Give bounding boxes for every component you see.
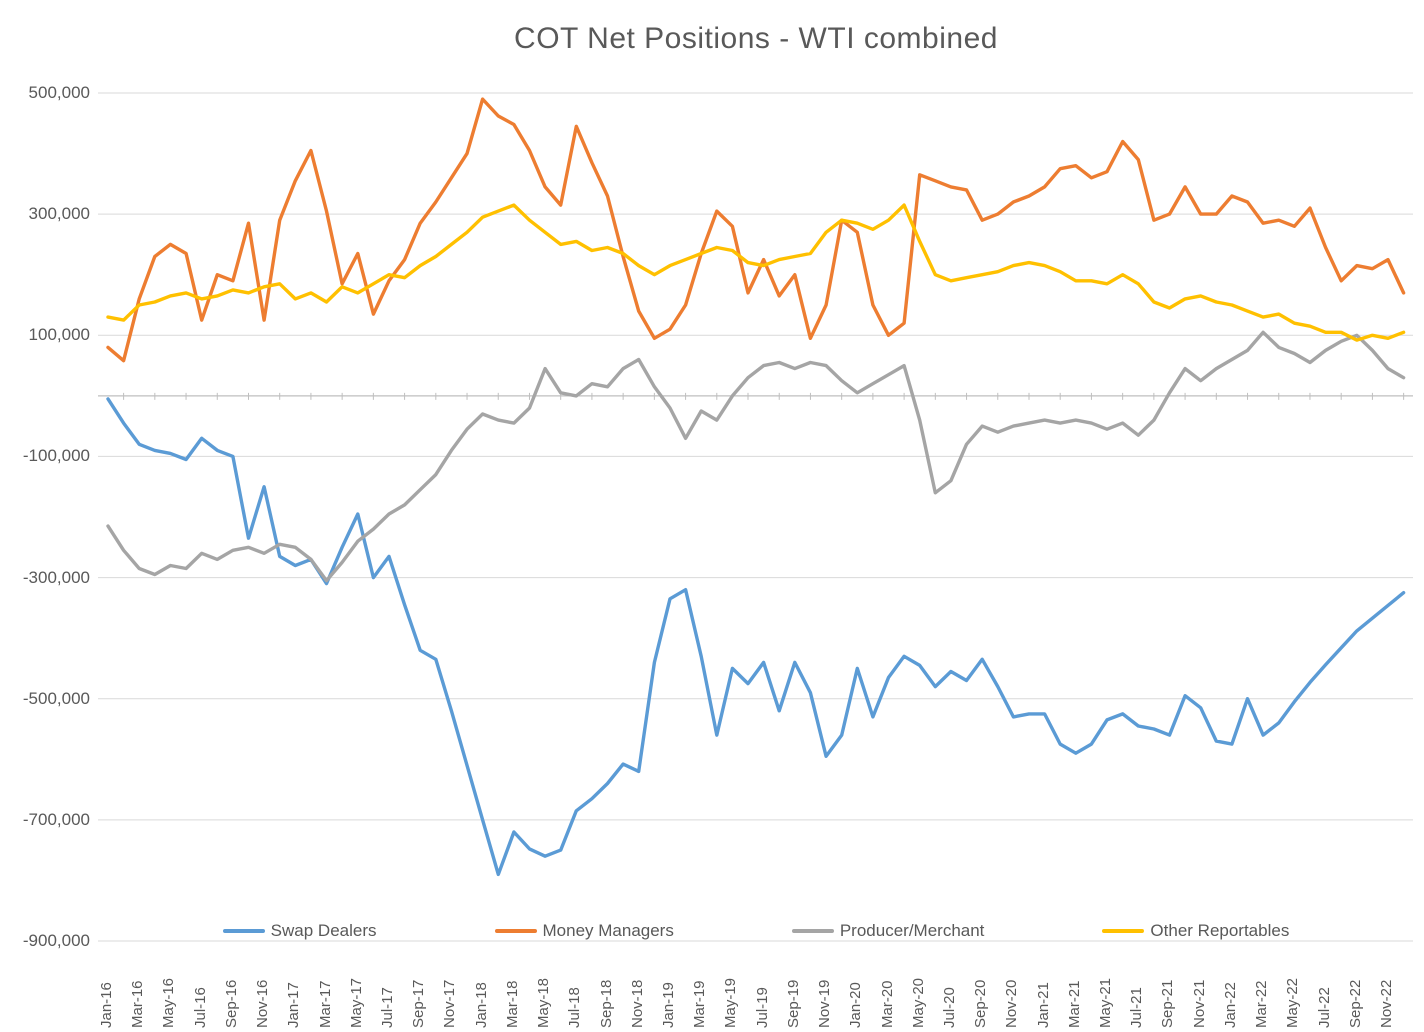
x-axis-tick-label: Sep-22 [1346,979,1364,1028]
x-axis-tick-label: Nov-21 [1190,979,1208,1028]
x-axis-tick-label: Sep-19 [784,979,802,1028]
legend-item-other-reportables: Other Reportables [1102,921,1289,941]
x-axis-tick-label: Mar-22 [1253,980,1271,1028]
x-axis-tick-label: Sep-17 [410,979,428,1028]
x-axis-tick-label: Mar-19 [691,980,709,1028]
x-axis-tick-label: Jul-21 [1128,987,1146,1028]
y-axis-tick-label: -500,000 [22,688,90,708]
legend-line-marker [791,928,834,934]
x-axis-tick-label: Jul-19 [753,987,771,1028]
legend-label: Money Managers [542,921,674,940]
x-axis-tick-label: Mar-20 [878,980,896,1028]
x-axis-tick-label: Jan-19 [659,982,677,1028]
x-axis-tick-label: May-16 [160,977,178,1028]
legend-line-marker [1102,928,1145,934]
x-axis-tick-label: Jul-20 [940,987,958,1028]
x-axis-tick-label: Nov-16 [254,979,272,1028]
y-axis-tick-label: 500,000 [28,83,90,102]
chart-legend: Swap Dealers Money Managers Producer/Merch… [100,921,1412,941]
x-axis-tick-label: Nov-18 [628,979,646,1028]
legend-item-swap-dealers: Swap Dealers [222,921,377,941]
x-axis-tick-label: Jul-17 [378,987,396,1028]
x-axis-tick-label: Jan-18 [472,982,490,1028]
legend-line-marker [222,928,265,934]
x-axis-tick-label: Mar-17 [316,980,334,1028]
x-axis-tick-label: May-21 [1097,977,1115,1028]
x-axis-tick-label: Jan-16 [98,982,115,1028]
legend-label: Other Reportables [1150,921,1290,940]
x-axis-tick-label: Jul-22 [1315,987,1333,1028]
y-axis-tick-label: -700,000 [22,809,90,829]
y-axis-tick-label: 300,000 [28,204,90,224]
series-line-other-reportables [106,203,1406,342]
x-axis-tick-label: Nov-17 [441,979,459,1028]
x-axis-tick-label: Sep-21 [1159,979,1177,1028]
y-axis-tick-label: 100,000 [28,325,90,345]
x-axis-tick-label: Jan-17 [285,982,303,1028]
x-axis-tick-label: May-20 [909,977,927,1028]
series-line-swap-dealers [106,397,1406,877]
legend-item-money-managers: Money Managers [494,921,674,941]
x-axis-tick-label: Nov-19 [816,979,834,1028]
y-axis-tick-label: -300,000 [22,567,90,587]
x-axis-tick-label: Sep-20 [972,979,990,1028]
x-axis-tick-label: May-17 [347,977,365,1028]
x-axis-tick-label: Mar-21 [1065,980,1083,1028]
x-axis-tick-label: Sep-18 [597,979,615,1028]
x-axis-tick-label: Jul-18 [566,987,584,1028]
series-line-money-managers [106,97,1406,363]
x-axis-tick-label: Mar-16 [129,980,147,1028]
x-axis-tick-label: Nov-22 [1378,979,1396,1028]
legend-label: Producer/Merchant [839,921,985,940]
legend-label: Swap Dealers [270,921,377,940]
x-axis-tick-label: Sep-16 [222,979,240,1028]
x-axis-tick-label: Nov-20 [1003,979,1021,1028]
series-line-producer-merchant [106,330,1406,583]
x-axis-tick-label: Jan-22 [1221,982,1239,1028]
legend-item-producer-merchant: Producer/Merchant [791,921,985,941]
x-axis-tick-label: May-19 [722,977,740,1028]
y-axis-tick-label: -100,000 [22,446,90,466]
y-axis-tick-label: -900,000 [22,931,90,950]
x-axis-tick-label: May-18 [535,977,553,1028]
x-axis-tick-label: Jan-21 [1034,982,1052,1028]
legend-line-marker [494,928,537,934]
chart-title: COT Net Positions - WTI combined [514,22,998,55]
x-axis-tick-label: Mar-18 [503,980,521,1028]
x-axis-tick-label: May-22 [1284,977,1302,1028]
x-axis-tick-label: Jul-16 [191,987,209,1028]
x-axis-tick-label: Jan-20 [847,982,865,1028]
